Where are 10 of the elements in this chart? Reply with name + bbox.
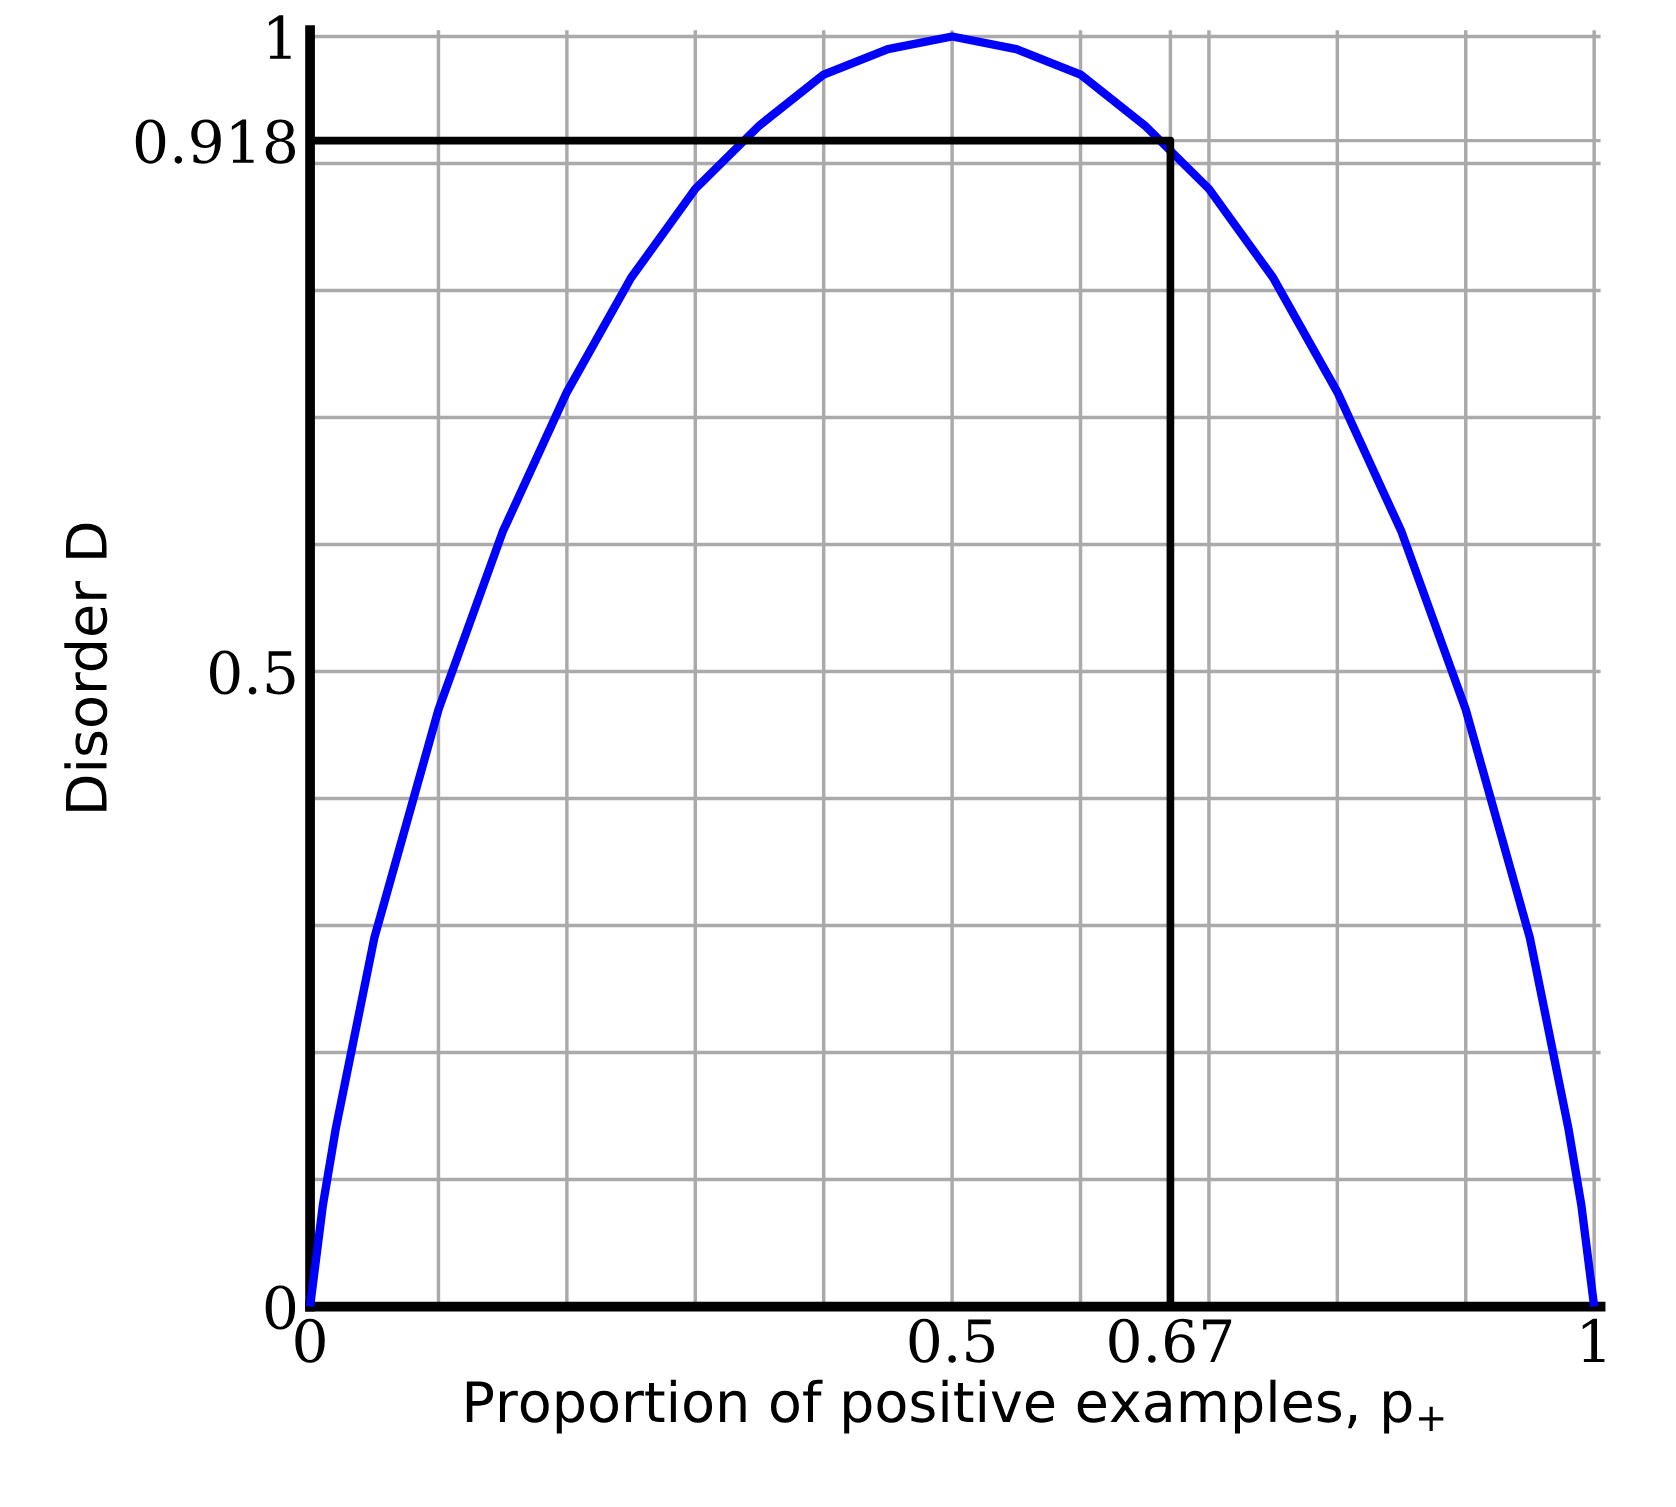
y-tick-label: 1 xyxy=(268,15,291,59)
x-tick-label: 1 xyxy=(1582,1318,1605,1362)
y-tick-label: 0.5 xyxy=(210,650,295,695)
x-tick-label: 0.67 xyxy=(1109,1318,1232,1363)
y-axis-title: Disorder D xyxy=(64,523,108,811)
y-tick-label: 0 xyxy=(265,1285,296,1330)
y-tick-label: 0.918 xyxy=(135,119,296,164)
x-tick-label: 0 xyxy=(295,1318,325,1363)
x-axis-title: Proportion of positive examples, p$_{+}$ xyxy=(466,1379,1444,1434)
x-tick-label: 0.5 xyxy=(909,1318,994,1363)
